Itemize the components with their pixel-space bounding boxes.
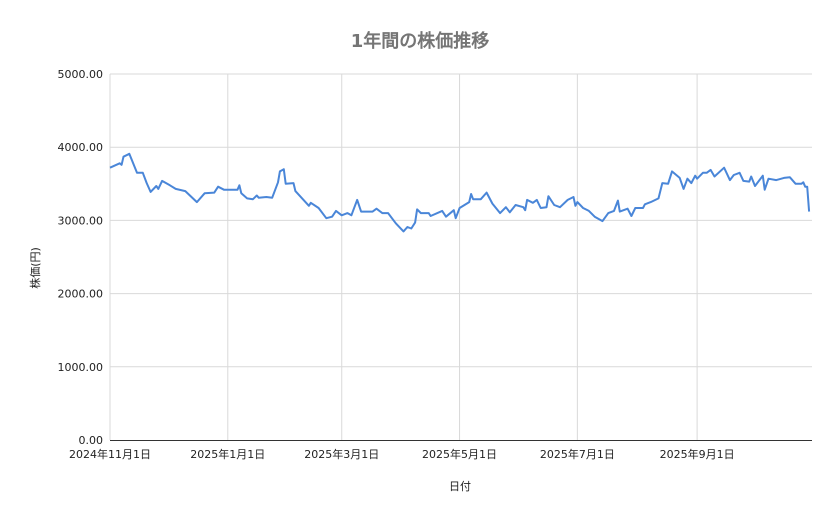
gridlines (109, 73, 812, 440)
x-tick-label: 2024年11月1日 (69, 447, 151, 461)
y-tick-label: 1000.00 (58, 361, 104, 374)
x-tick-label: 2025年1月1日 (190, 447, 265, 461)
series-line (109, 152, 811, 233)
x-tick-label: 2025年3月1日 (304, 447, 379, 461)
y-axis-label: 株価(円) (28, 247, 42, 289)
chart-title: 1年間の株価推移 (351, 30, 490, 52)
y-tick-label: 0.00 (79, 434, 104, 447)
x-axis-ticks: 2024年11月1日 2025年1月1日 2025年3月1日 2025年5月1日 202… (69, 447, 735, 461)
y-tick-label: 2000.00 (58, 288, 104, 301)
y-tick-label: 3000.00 (58, 214, 104, 227)
y-tick-label: 5000.00 (58, 68, 104, 81)
x-tick-label: 2025年5月1日 (422, 447, 497, 461)
x-axis-label: 日付 (449, 480, 471, 493)
x-tick-label: 2025年7月1日 (540, 447, 615, 461)
y-tick-label: 4000.00 (58, 141, 104, 154)
x-tick-label: 2025年9月1日 (660, 447, 735, 461)
y-axis-ticks: 0.00 1000.00 2000.00 3000.00 4000.00 5000.00 (58, 68, 104, 447)
